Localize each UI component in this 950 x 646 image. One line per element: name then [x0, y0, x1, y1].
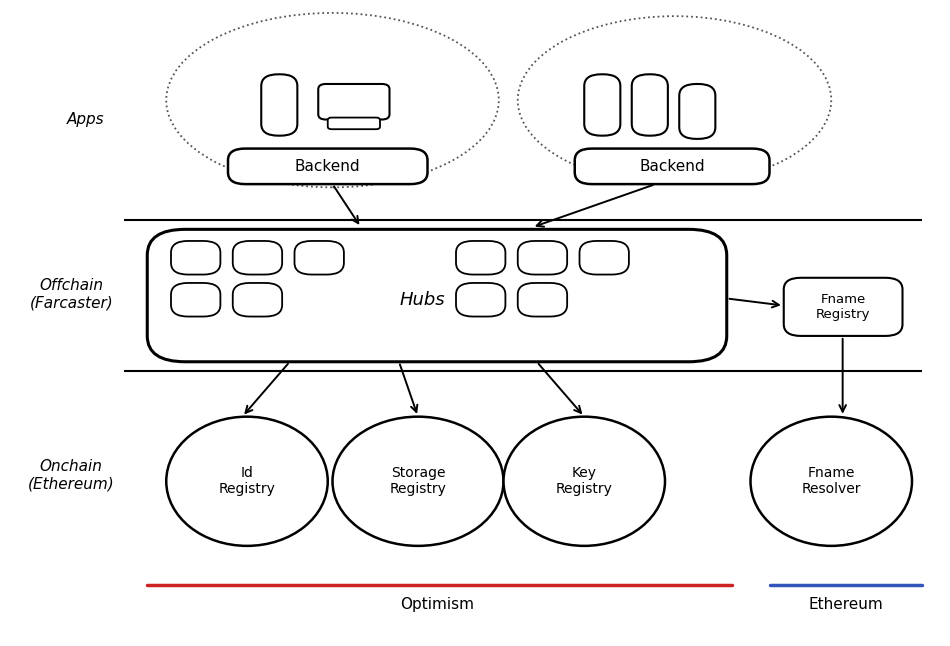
Text: Optimism: Optimism	[400, 596, 474, 612]
Ellipse shape	[166, 417, 328, 546]
FancyBboxPatch shape	[456, 241, 505, 275]
Text: Fname
Registry: Fname Registry	[816, 293, 870, 321]
Text: Backend: Backend	[639, 159, 705, 174]
FancyBboxPatch shape	[679, 84, 715, 139]
Text: Ethereum: Ethereum	[808, 596, 883, 612]
FancyBboxPatch shape	[518, 241, 567, 275]
Ellipse shape	[166, 13, 499, 187]
FancyBboxPatch shape	[456, 283, 505, 317]
Text: Offchain
(Farcaster): Offchain (Farcaster)	[29, 278, 113, 310]
Text: Backend: Backend	[294, 159, 361, 174]
Ellipse shape	[750, 417, 912, 546]
FancyBboxPatch shape	[584, 74, 620, 136]
Text: Hubs: Hubs	[400, 291, 446, 309]
Text: Onchain
(Ethereum): Onchain (Ethereum)	[28, 459, 115, 491]
FancyBboxPatch shape	[228, 149, 428, 184]
Text: Id
Registry: Id Registry	[218, 466, 276, 496]
Text: Fname
Resolver: Fname Resolver	[802, 466, 861, 496]
FancyBboxPatch shape	[580, 241, 629, 275]
FancyBboxPatch shape	[318, 84, 389, 120]
FancyBboxPatch shape	[171, 283, 220, 317]
FancyBboxPatch shape	[518, 283, 567, 317]
FancyBboxPatch shape	[575, 149, 770, 184]
Ellipse shape	[332, 417, 504, 546]
FancyBboxPatch shape	[233, 241, 282, 275]
FancyBboxPatch shape	[261, 74, 297, 136]
FancyBboxPatch shape	[328, 118, 380, 129]
Text: Apps: Apps	[66, 112, 104, 127]
FancyBboxPatch shape	[147, 229, 727, 362]
FancyBboxPatch shape	[632, 74, 668, 136]
Text: Storage
Registry: Storage Registry	[390, 466, 446, 496]
FancyBboxPatch shape	[784, 278, 902, 336]
FancyBboxPatch shape	[233, 283, 282, 317]
Ellipse shape	[518, 16, 831, 184]
Text: Key
Registry: Key Registry	[556, 466, 613, 496]
Ellipse shape	[504, 417, 665, 546]
FancyBboxPatch shape	[294, 241, 344, 275]
FancyBboxPatch shape	[171, 241, 220, 275]
